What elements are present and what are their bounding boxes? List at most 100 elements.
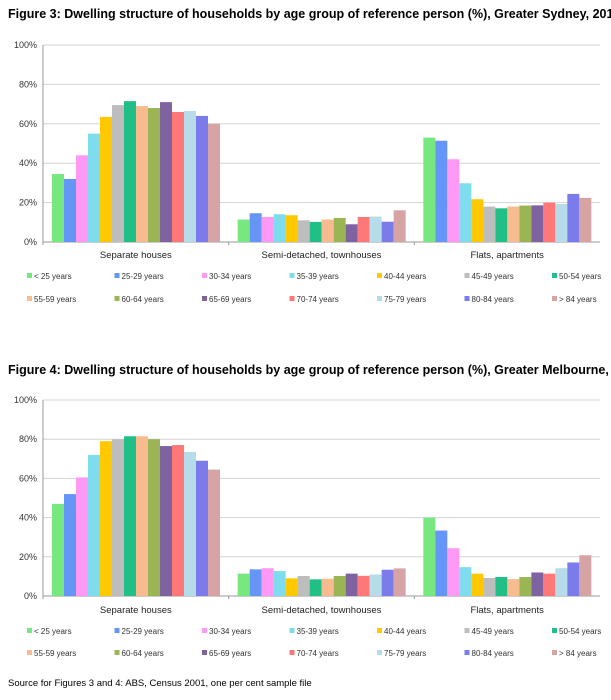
bar bbox=[333, 576, 346, 596]
bar bbox=[483, 577, 496, 596]
bar bbox=[357, 575, 370, 596]
bar bbox=[249, 569, 262, 596]
bar bbox=[196, 460, 208, 596]
legend-swatch bbox=[114, 296, 120, 301]
bar bbox=[196, 115, 208, 242]
bar bbox=[285, 215, 298, 242]
y-tick-label: 20% bbox=[19, 552, 37, 562]
legend-label: 80-84 years bbox=[472, 649, 514, 658]
legend-swatch bbox=[27, 296, 32, 301]
legend-swatch bbox=[464, 273, 470, 278]
bar bbox=[309, 579, 322, 596]
bar bbox=[273, 571, 286, 596]
bar bbox=[393, 210, 406, 242]
bar bbox=[309, 221, 322, 242]
bar bbox=[435, 530, 448, 596]
bar bbox=[237, 573, 250, 596]
bar bbox=[369, 216, 382, 242]
legend-swatch bbox=[202, 650, 207, 655]
bar bbox=[52, 503, 64, 596]
legend-label: 75-79 years bbox=[384, 295, 426, 304]
bar bbox=[112, 105, 124, 243]
bar bbox=[471, 573, 484, 596]
y-tick-label: 40% bbox=[19, 513, 37, 523]
legend-label: 70-74 years bbox=[297, 295, 339, 304]
bar bbox=[507, 206, 520, 242]
legend-swatch bbox=[289, 628, 295, 633]
bar bbox=[76, 477, 88, 596]
chart-3: Figure 3: Dwelling structure of househol… bbox=[8, 7, 611, 304]
legend-swatch bbox=[27, 650, 32, 655]
legend-label: 35-39 years bbox=[297, 627, 339, 636]
bar bbox=[148, 108, 160, 242]
y-tick-label: 80% bbox=[19, 79, 37, 89]
legend-swatch bbox=[289, 273, 295, 278]
bar bbox=[184, 451, 196, 596]
y-tick-label: 0% bbox=[24, 591, 37, 601]
legend-swatch bbox=[27, 628, 32, 633]
legend-swatch bbox=[202, 273, 207, 278]
bar bbox=[543, 202, 556, 242]
legend-label: 25-29 years bbox=[122, 627, 164, 636]
bar bbox=[495, 576, 508, 596]
bar bbox=[112, 439, 124, 596]
bar bbox=[567, 562, 580, 596]
bar bbox=[76, 155, 88, 242]
bar bbox=[208, 469, 220, 596]
bar bbox=[555, 568, 568, 596]
bar bbox=[507, 579, 520, 596]
bar bbox=[519, 576, 532, 596]
legend-swatch bbox=[552, 628, 557, 633]
category-label: Flats, apartments bbox=[470, 250, 544, 261]
legend-label: < 25 years bbox=[34, 627, 72, 636]
legend-swatch bbox=[377, 296, 382, 301]
bar bbox=[136, 436, 148, 596]
source-note: Source for Figures 3 and 4: ABS, Census … bbox=[8, 678, 312, 689]
bar bbox=[136, 106, 148, 242]
bar bbox=[423, 137, 436, 242]
y-tick-label: 60% bbox=[19, 473, 37, 483]
y-tick-label: 60% bbox=[19, 119, 37, 129]
chart-title: Figure 3: Dwelling structure of househol… bbox=[8, 7, 611, 21]
y-tick-label: 40% bbox=[19, 158, 37, 168]
legend-label: 30-34 years bbox=[209, 272, 251, 281]
bar bbox=[447, 159, 460, 242]
legend-label: 35-39 years bbox=[297, 272, 339, 281]
chart-4: Figure 4: Dwelling structure of househol… bbox=[8, 363, 611, 658]
legend-label: 25-29 years bbox=[122, 272, 164, 281]
legend-swatch bbox=[377, 273, 382, 278]
bar bbox=[543, 573, 556, 596]
legend-swatch bbox=[552, 273, 557, 278]
legend-label: 45-49 years bbox=[472, 627, 514, 636]
category-label: Separate houses bbox=[100, 605, 172, 616]
bar bbox=[285, 578, 298, 596]
bar bbox=[471, 199, 484, 242]
bar bbox=[519, 205, 532, 242]
bar bbox=[531, 572, 544, 596]
bar bbox=[208, 123, 220, 242]
bar bbox=[369, 574, 382, 596]
legend-label: 45-49 years bbox=[472, 272, 514, 281]
legend-label: 55-59 years bbox=[34, 649, 76, 658]
bar bbox=[148, 439, 160, 596]
chart-title: Figure 4: Dwelling structure of househol… bbox=[8, 363, 611, 377]
bar bbox=[100, 116, 112, 242]
bar bbox=[381, 569, 394, 596]
bar bbox=[459, 183, 472, 242]
legend-label: > 84 years bbox=[559, 295, 597, 304]
legend-label: 55-59 years bbox=[34, 295, 76, 304]
bar bbox=[435, 140, 448, 242]
legend-label: < 25 years bbox=[34, 272, 72, 281]
legend-label: 30-34 years bbox=[209, 627, 251, 636]
legend-label: 50-54 years bbox=[559, 627, 601, 636]
bar bbox=[124, 101, 136, 243]
legend-label: 60-64 years bbox=[122, 295, 164, 304]
legend-swatch bbox=[552, 650, 557, 655]
bar bbox=[273, 214, 286, 242]
legend-swatch bbox=[377, 628, 382, 633]
bar bbox=[393, 568, 406, 596]
bar bbox=[567, 193, 580, 242]
bar bbox=[495, 208, 508, 242]
legend-swatch bbox=[202, 296, 207, 301]
legend-swatch bbox=[552, 296, 557, 301]
